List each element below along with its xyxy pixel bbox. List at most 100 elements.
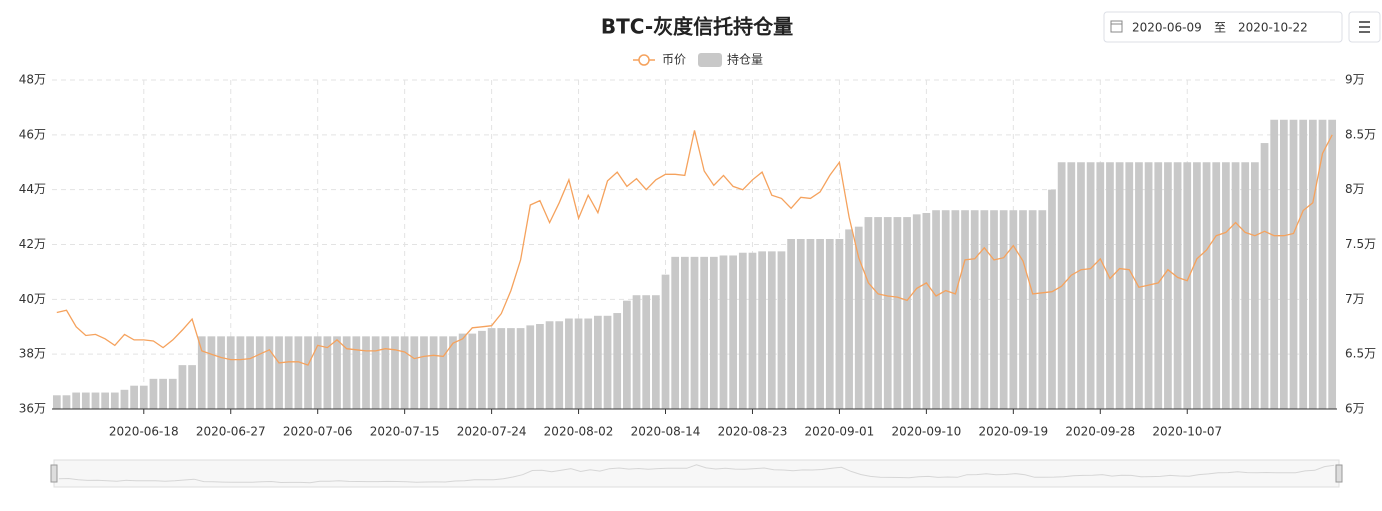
date-picker[interactable]: 2020-06-09 至 2020-10-22 <box>1103 11 1343 43</box>
bar <box>323 336 332 409</box>
chart-title: BTC-灰度信托持仓量 <box>601 15 793 39</box>
bar <box>168 378 177 409</box>
bar <box>806 239 815 409</box>
menu-icon <box>1359 21 1370 33</box>
bar <box>1077 162 1085 409</box>
bar <box>845 229 853 409</box>
bar <box>961 210 969 409</box>
slider-handle[interactable] <box>50 464 58 483</box>
legend-label[interactable]: 币价 <box>662 53 686 67</box>
slider[interactable] <box>50 459 1343 488</box>
bar <box>922 212 931 409</box>
bar <box>912 214 921 409</box>
bar <box>999 210 1008 409</box>
menu-button[interactable] <box>1348 11 1381 43</box>
bar <box>671 256 680 409</box>
bar <box>284 336 293 409</box>
bar <box>787 239 795 409</box>
slider-preview <box>58 464 1335 484</box>
bar <box>584 318 593 409</box>
slider-handle[interactable] <box>1335 464 1343 483</box>
y2-tick-label: 7.5万 <box>1345 237 1376 251</box>
bar <box>1328 119 1337 410</box>
bar <box>207 336 216 409</box>
bar <box>342 336 351 409</box>
bar <box>1318 119 1327 410</box>
bar <box>478 330 486 409</box>
y-tick-label: 38万 <box>19 347 46 361</box>
x-tick-label: 2020-09-10 <box>892 425 962 439</box>
bar <box>1289 119 1298 410</box>
bar <box>333 336 341 409</box>
bar <box>120 389 129 409</box>
bar <box>149 378 158 409</box>
y2-tick-label: 9万 <box>1345 73 1365 87</box>
bar <box>371 336 380 409</box>
bar <box>709 256 718 409</box>
bar <box>642 295 651 409</box>
slider-track[interactable] <box>53 459 1340 488</box>
date-picker-box[interactable] <box>1103 11 1343 43</box>
bar <box>729 255 738 409</box>
bar <box>429 336 438 409</box>
bar <box>767 251 776 409</box>
bar <box>1193 162 1201 409</box>
y-tick-label: 46万 <box>19 127 46 141</box>
bar <box>410 336 419 409</box>
bar <box>72 392 81 409</box>
end-date[interactable]: 2020-10-22 <box>1238 21 1308 35</box>
bar <box>468 333 477 409</box>
bar <box>941 210 950 409</box>
legend-label[interactable]: 持仓量 <box>727 52 763 67</box>
y2-tick-label: 8.5万 <box>1345 127 1376 141</box>
bar <box>748 252 757 409</box>
bar <box>1164 162 1172 409</box>
x-tick-label: 2020-06-27 <box>196 425 266 439</box>
bar <box>970 210 979 409</box>
bar <box>526 325 535 409</box>
bar <box>796 239 805 409</box>
legend-icon <box>698 53 723 67</box>
bar <box>188 365 196 409</box>
bar <box>874 217 882 409</box>
bar <box>565 318 573 409</box>
bar <box>101 392 110 409</box>
x-tick-label: 2020-07-24 <box>457 425 527 439</box>
y-tick-label: 36万 <box>19 402 46 416</box>
bar <box>178 365 187 409</box>
bar <box>1270 119 1279 410</box>
start-date[interactable]: 2020-06-09 <box>1132 21 1202 35</box>
bar <box>835 239 844 409</box>
bar <box>217 336 225 409</box>
bar <box>1135 162 1143 409</box>
bar <box>487 328 496 409</box>
bar <box>1125 162 1134 409</box>
bar <box>255 336 264 409</box>
x-tick-label: 2020-07-15 <box>370 425 440 439</box>
bar <box>1009 210 1018 409</box>
legend-icon <box>638 54 650 66</box>
x-tick-label: 2020-06-18 <box>109 425 179 439</box>
y2-tick-label: 6.5万 <box>1345 347 1376 361</box>
bar <box>497 328 506 409</box>
bar <box>680 256 689 409</box>
y-tick-label: 44万 <box>19 182 46 196</box>
bar <box>1212 162 1221 409</box>
bar <box>690 256 699 409</box>
bar <box>545 321 554 409</box>
bar <box>903 217 911 409</box>
y-tick-label: 40万 <box>19 292 46 306</box>
bar <box>294 336 303 409</box>
bar <box>91 392 100 409</box>
bar <box>1202 162 1211 409</box>
x-tick-label: 2020-09-28 <box>1065 425 1135 439</box>
bar <box>980 210 989 409</box>
bar <box>1048 189 1056 409</box>
bar <box>1222 162 1230 409</box>
y-tick-label: 42万 <box>19 237 46 251</box>
y2-tick-label: 6万 <box>1345 402 1365 416</box>
bar <box>719 255 728 409</box>
bar <box>1299 119 1308 410</box>
bar <box>236 336 245 409</box>
bar <box>594 315 602 409</box>
